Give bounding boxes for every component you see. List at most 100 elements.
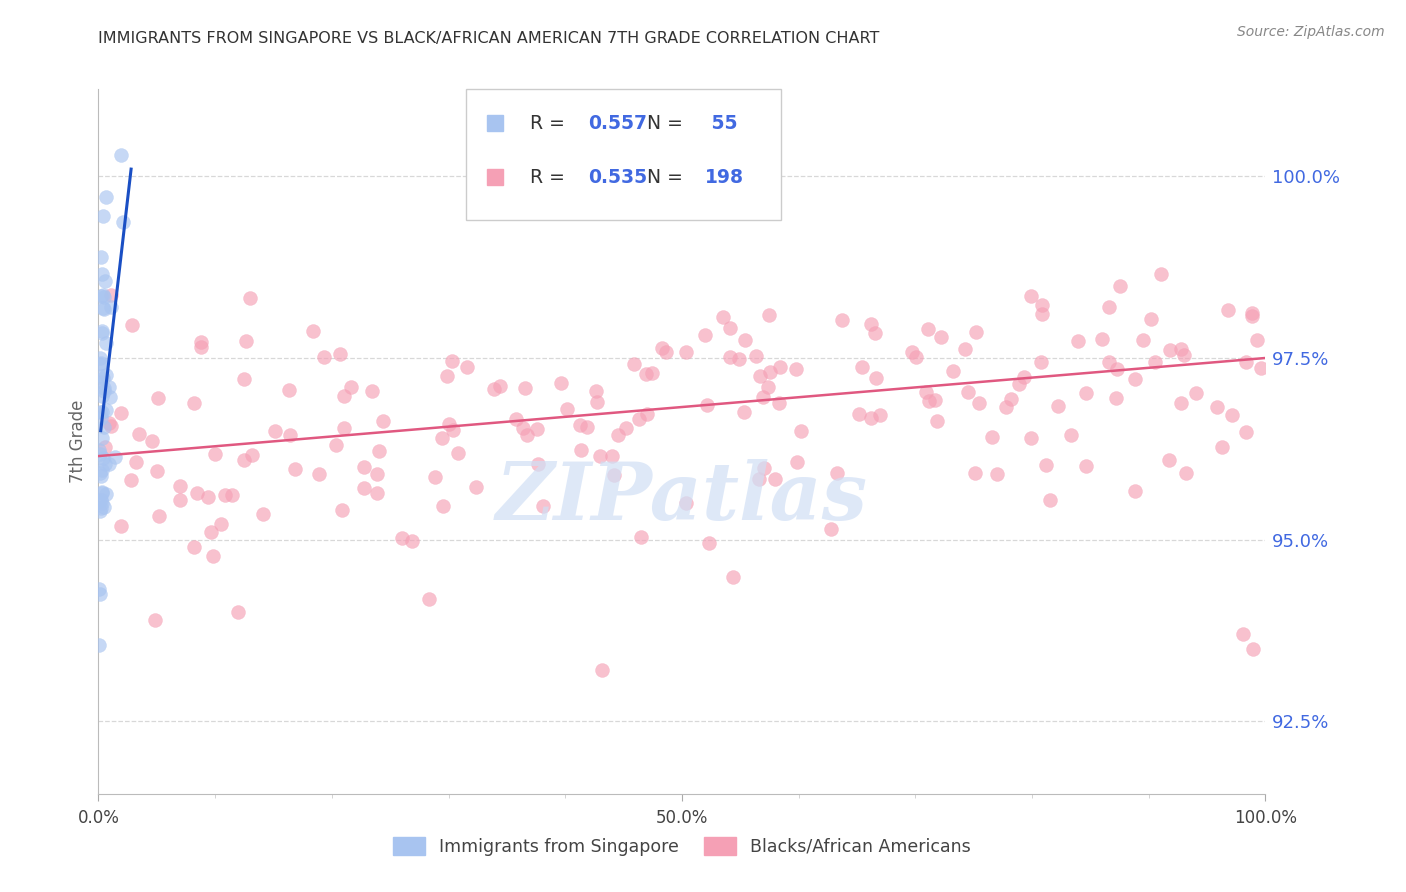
Point: [391, 531, 413, 545]
Point: [333, 421, 356, 435]
Point: [675, 345, 697, 359]
Point: [1060, 427, 1083, 442]
Point: [869, 408, 891, 422]
Point: [200, 524, 222, 539]
Point: [697, 536, 720, 550]
Point: [98, 380, 121, 394]
Point: [91, 463, 114, 477]
Point: [128, 426, 150, 441]
Point: [1173, 348, 1195, 362]
Point: [456, 359, 478, 374]
Point: [1240, 310, 1263, 324]
Point: [90, 356, 112, 370]
Point: [718, 321, 741, 335]
Point: [827, 467, 849, 481]
Y-axis label: 7th Grade: 7th Grade: [69, 400, 87, 483]
Point: [371, 413, 394, 427]
Point: [90, 267, 112, 281]
Point: [1232, 627, 1254, 641]
Point: [89, 638, 111, 652]
Point: [763, 472, 786, 486]
Point: [87, 443, 110, 458]
Point: [1021, 289, 1043, 303]
Point: [1132, 334, 1154, 348]
Point: [94, 335, 117, 350]
Point: [284, 462, 307, 476]
Point: [302, 324, 325, 338]
Point: [859, 317, 882, 331]
Point: [749, 368, 772, 383]
Point: [734, 333, 756, 347]
Point: [1029, 355, 1052, 369]
Point: [723, 570, 745, 584]
Point: [90, 431, 112, 445]
Point: [94, 274, 117, 288]
Point: [228, 605, 250, 619]
Point: [366, 486, 388, 500]
Point: [1067, 334, 1090, 349]
Point: [340, 380, 363, 394]
Point: [90, 288, 112, 302]
Text: R =: R =: [530, 168, 571, 186]
Point: [204, 447, 226, 461]
Point: [87, 494, 110, 508]
Point: [636, 407, 658, 421]
Point: [437, 417, 460, 431]
Point: [865, 371, 887, 385]
Point: [569, 442, 592, 457]
Point: [1074, 459, 1097, 474]
Text: 0.557: 0.557: [589, 113, 648, 133]
Point: [967, 396, 990, 410]
Point: [90, 368, 112, 383]
Point: [748, 472, 770, 486]
Point: [1031, 298, 1053, 312]
Point: [576, 420, 599, 434]
Text: R =: R =: [530, 113, 571, 133]
Text: Source: ZipAtlas.com: Source: ZipAtlas.com: [1237, 25, 1385, 39]
Point: [329, 347, 352, 361]
Point: [464, 480, 486, 494]
Point: [1220, 408, 1243, 422]
Point: [1216, 302, 1239, 317]
Point: [1170, 342, 1192, 356]
Point: [1250, 360, 1272, 375]
Point: [1008, 377, 1031, 392]
Text: 55: 55: [706, 113, 738, 133]
Point: [90, 405, 112, 419]
Point: [745, 349, 768, 363]
Point: [89, 357, 111, 371]
Point: [89, 405, 111, 419]
Point: [120, 473, 142, 487]
Point: [550, 376, 572, 391]
Point: [1035, 458, 1057, 472]
Point: [91, 324, 114, 338]
Point: [1234, 425, 1257, 439]
Point: [1046, 399, 1069, 413]
Point: [630, 530, 652, 544]
Point: [110, 147, 132, 161]
Point: [513, 381, 536, 395]
Point: [1012, 369, 1035, 384]
Point: [96, 368, 118, 382]
Point: [915, 384, 938, 399]
Point: [600, 450, 623, 464]
Point: [1105, 391, 1128, 405]
Point: [368, 444, 391, 458]
Point: [482, 382, 505, 396]
Point: [1246, 334, 1268, 348]
Point: [831, 313, 853, 327]
Point: [190, 334, 212, 349]
Point: [965, 325, 987, 339]
Point: [110, 406, 132, 420]
Point: [100, 300, 122, 314]
Point: [94, 402, 117, 417]
Point: [148, 508, 170, 523]
Point: [235, 334, 257, 348]
Point: [1149, 267, 1171, 281]
Point: [94, 189, 117, 203]
Point: [361, 384, 384, 398]
Point: [94, 440, 117, 454]
Point: [981, 429, 1004, 443]
Text: N =: N =: [647, 113, 689, 133]
Point: [98, 390, 121, 404]
